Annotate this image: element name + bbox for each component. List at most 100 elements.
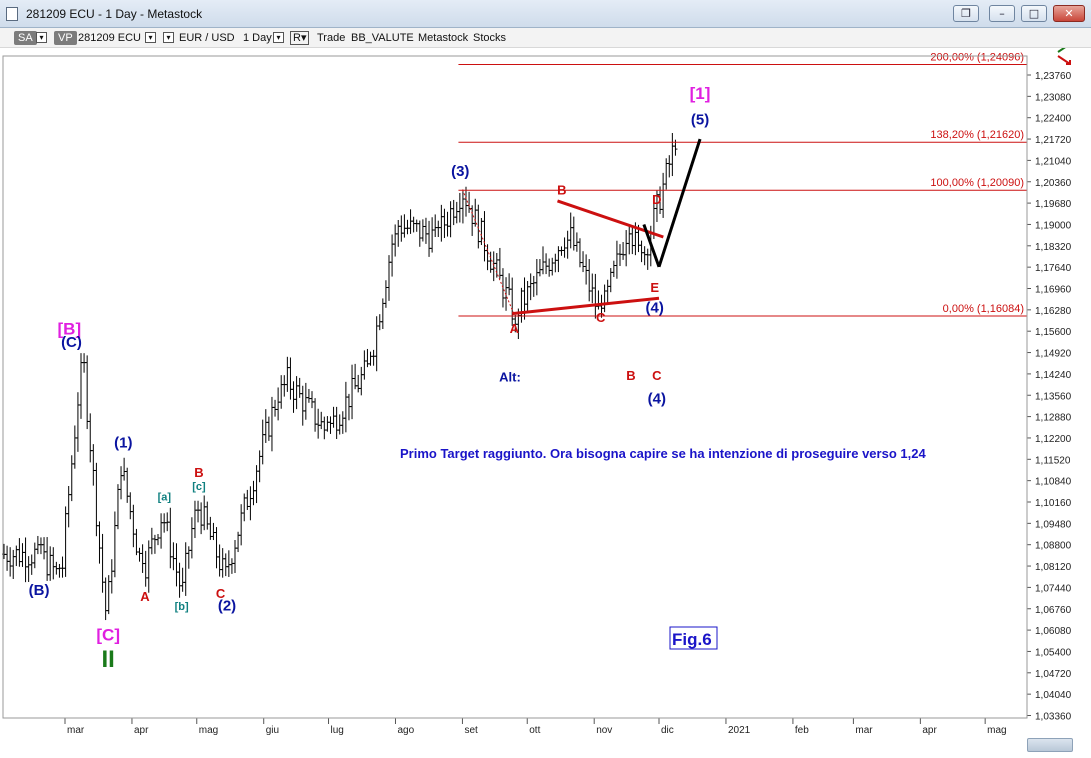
- y-tick-label: 1,15600: [1035, 327, 1072, 338]
- minimize-button[interactable]: –: [989, 5, 1015, 22]
- wave-label: B: [626, 368, 635, 383]
- metastock-link[interactable]: Metastock: [418, 32, 469, 44]
- x-tick-label: mar: [855, 725, 873, 736]
- instrument-name: EUR / USD: [179, 32, 235, 44]
- wave-3-retrace-line: [461, 189, 515, 316]
- projection-up-line: [657, 138, 702, 268]
- trend-drawings: [461, 138, 702, 316]
- wave-label: B: [194, 465, 203, 480]
- y-tick-label: 1,06080: [1035, 626, 1072, 637]
- vp-button[interactable]: VP: [54, 31, 77, 45]
- title-bar: 281209 ECU - 1 Day - Metastock ❐ – □ ✕: [0, 0, 1091, 28]
- time-axis: mar apr mag giu lug ago set ott nov dic 2021 feb mar…: [64, 718, 1007, 736]
- x-tick-label: lug: [331, 725, 344, 736]
- wave-label: II: [102, 646, 115, 673]
- x-tick-label: giu: [266, 725, 279, 736]
- x-tick-label: 2021: [728, 725, 751, 736]
- wave-label: (4): [646, 299, 664, 316]
- y-tick-label: 1,12880: [1035, 413, 1072, 424]
- wave-label: [b]: [175, 601, 189, 613]
- x-tick-label: ago: [397, 725, 414, 736]
- wave-label: [a]: [158, 492, 172, 504]
- x-tick-label: mar: [67, 725, 85, 736]
- app-icon: [6, 7, 18, 21]
- name-dropdown-icon[interactable]: ▾: [163, 32, 174, 43]
- y-tick-label: 1,19000: [1035, 220, 1072, 231]
- fib-level-label: 200,00% (1,24096): [930, 51, 1024, 63]
- chart-background: [0, 48, 1091, 758]
- projection-down-line: [642, 223, 661, 268]
- wave-label: (4): [648, 390, 666, 407]
- maximize-button[interactable]: □: [1021, 5, 1047, 22]
- y-tick-label: 1,23080: [1035, 92, 1072, 103]
- x-tick-label: apr: [922, 725, 937, 736]
- fib-level-label: 0,00% (1,16084): [943, 303, 1024, 315]
- fib-level-label: 100,00% (1,20090): [930, 177, 1024, 189]
- x-tick-label: dic: [661, 725, 674, 736]
- stocks-link[interactable]: Stocks: [473, 32, 507, 44]
- restore-button[interactable]: ❐: [953, 5, 979, 22]
- close-icon: ✕: [1064, 7, 1074, 20]
- triangle-lower-line: [511, 296, 660, 316]
- horizontal-scrollbar[interactable]: [1027, 738, 1073, 752]
- figure-label: Fig.6: [672, 630, 712, 649]
- symbol-label: 281209 ECU: [78, 32, 141, 44]
- wave-label: [B]: [58, 319, 82, 338]
- x-tick-label: set: [464, 725, 478, 736]
- maximize-icon: □: [1028, 7, 1040, 20]
- y-tick-label: 1,14920: [1035, 349, 1072, 360]
- wave-label: (C): [61, 334, 82, 351]
- wave-label: Alt:: [499, 369, 521, 384]
- x-tick-label: nov: [596, 725, 612, 736]
- chart-toolbar: SA ▾ VP 281209 ECU ▾ ▾ EUR / USD 1 Day ▾…: [0, 28, 1091, 48]
- trade-link[interactable]: Trade: [317, 32, 346, 44]
- bb-valute-link[interactable]: BB_VALUTE: [351, 32, 414, 44]
- y-tick-label: 1,19680: [1035, 199, 1072, 210]
- wave-label: [C]: [96, 625, 120, 644]
- wave-label: (2): [218, 598, 236, 615]
- wave-label: (3): [451, 163, 469, 180]
- y-tick-label: 1,05400: [1035, 647, 1072, 658]
- minimize-icon: –: [999, 7, 1005, 20]
- r-button[interactable]: R▾: [290, 31, 310, 45]
- y-tick-label: 1,07440: [1035, 583, 1072, 594]
- x-tick-label: mag: [199, 725, 218, 736]
- y-tick-label: 1,08800: [1035, 541, 1072, 552]
- y-tick-label: 1,17640: [1035, 263, 1072, 274]
- price-chart[interactable]: 200,00% (1,24096) 138,20% (1,21620) 100,00…: [0, 48, 1091, 758]
- y-tick-label: 1,23760: [1035, 71, 1072, 82]
- chart-tools-icon[interactable]: [1057, 48, 1071, 65]
- wave-label: A: [140, 589, 150, 604]
- y-tick-label: 1,03360: [1035, 712, 1072, 723]
- y-tick-label: 1,04040: [1035, 690, 1072, 701]
- x-tick-label: apr: [134, 725, 149, 736]
- y-tick-label: 1,18320: [1035, 242, 1072, 253]
- ohlc-bars: [2, 132, 678, 621]
- wave-label: C: [652, 368, 662, 383]
- wave-label: A: [510, 321, 520, 336]
- wave-label: C: [596, 310, 606, 325]
- sa-button[interactable]: SA: [14, 31, 37, 45]
- period-dropdown-icon[interactable]: ▾: [273, 32, 284, 43]
- y-tick-label: 1,08120: [1035, 562, 1072, 573]
- sa-dropdown-icon[interactable]: ▾: [36, 32, 47, 43]
- symbol-dropdown-icon[interactable]: ▾: [145, 32, 156, 43]
- wave-label: [c]: [192, 481, 206, 493]
- close-button[interactable]: ✕: [1053, 5, 1085, 22]
- wave-labels: [B](C)(B)[C]II(1)A[a][b][c]BC(2)(3)ABCDE…: [29, 84, 711, 673]
- wave-label: C: [216, 586, 226, 601]
- y-tick-label: 1,06760: [1035, 605, 1072, 616]
- y-tick-label: 1,10840: [1035, 477, 1072, 488]
- restore-icon: ❐: [961, 7, 971, 20]
- plot-frame: [2, 55, 1028, 719]
- y-tick-label: 1,14240: [1035, 370, 1072, 381]
- x-tick-label: feb: [795, 725, 809, 736]
- y-tick-label: 1,22400: [1035, 114, 1072, 125]
- fibonacci-levels: 200,00% (1,24096) 138,20% (1,21620) 100,00…: [458, 51, 1027, 317]
- fib-level-label: 138,20% (1,21620): [930, 129, 1024, 141]
- y-tick-label: 1,21720: [1035, 135, 1072, 146]
- window-title: 281209 ECU - 1 Day - Metastock: [26, 7, 203, 21]
- period-label: 1 Day: [243, 32, 272, 44]
- y-tick-label: 1,11520: [1035, 455, 1071, 466]
- figure-label-box: [669, 626, 718, 650]
